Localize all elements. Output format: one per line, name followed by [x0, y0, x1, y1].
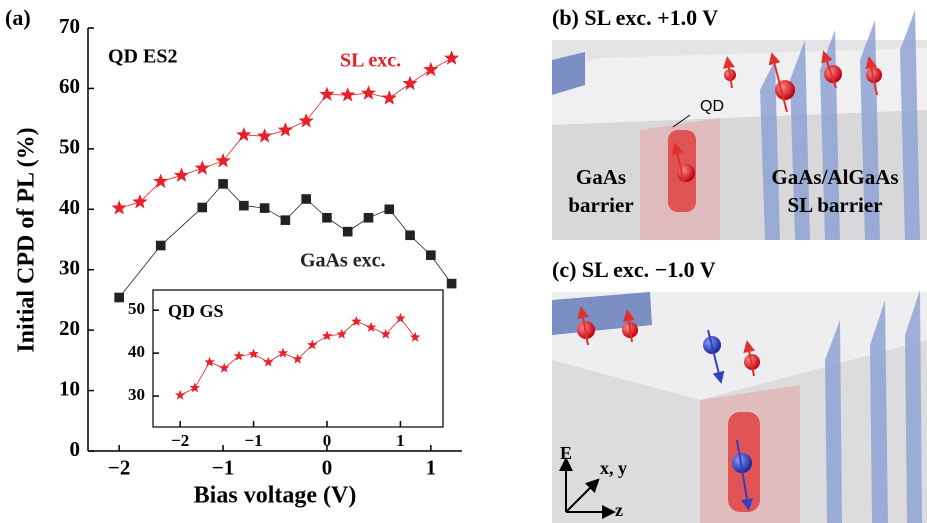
y-tick-label: 70 — [59, 14, 80, 38]
marker — [218, 179, 228, 189]
marker — [340, 87, 355, 101]
y-tick-label: 40 — [128, 342, 145, 361]
marker — [322, 213, 332, 223]
marker — [112, 200, 127, 214]
marker — [343, 227, 353, 237]
y-tick-label: 50 — [128, 299, 145, 318]
series-label: GaAs exc. — [300, 250, 386, 272]
x-tick-label: 1 — [396, 431, 405, 450]
axis-e: E — [560, 443, 572, 463]
marker — [281, 215, 291, 225]
x-tick-label: −1 — [244, 431, 262, 450]
y-tick-label: 10 — [59, 376, 80, 400]
figure: QD GaAs barrier GaAs/AlGaAs SL barrier (… — [0, 0, 927, 523]
y-tick-label: 30 — [59, 256, 80, 280]
y-tick-label: 40 — [59, 195, 80, 219]
panel-c: E x, y z (c) SL exc. −1.0 V — [552, 257, 927, 523]
x-tick-label: 0 — [323, 431, 332, 450]
marker — [174, 167, 189, 182]
panel-label: (a) — [5, 5, 31, 30]
axis-xy: x, y — [600, 458, 627, 478]
marker — [405, 230, 415, 240]
barrier-label: SL barrier — [787, 193, 882, 217]
marker — [257, 128, 272, 142]
y-tick-label: 60 — [59, 74, 80, 98]
x-tick-label: −2 — [171, 431, 189, 450]
marker — [197, 203, 207, 213]
chart: 30 40 50 −2 −1 0 1 QD GS — [128, 290, 443, 450]
x-tick-label: −2 — [108, 456, 130, 480]
x-tick-label: 0 — [322, 456, 333, 480]
marker — [402, 76, 417, 91]
marker — [423, 62, 438, 76]
marker — [239, 201, 249, 211]
y-axis-label: Initial CPD of PL (%) — [14, 127, 40, 352]
marker — [426, 250, 436, 260]
panel-b: QD GaAs barrier GaAs/AlGaAs SL barrier (… — [552, 5, 927, 240]
panel-title: (c) SL exc. −1.0 V — [552, 257, 716, 282]
marker — [260, 203, 270, 213]
series-label: SL exc. — [340, 50, 401, 72]
marker — [301, 194, 311, 204]
marker — [215, 153, 230, 168]
marker — [319, 87, 334, 101]
y-tick-label: 0 — [70, 437, 81, 461]
panel-title: (b) SL exc. +1.0 V — [552, 5, 718, 30]
marker — [299, 113, 314, 127]
x-tick-label: −1 — [212, 456, 234, 480]
series-line — [119, 184, 451, 298]
x-axis-label: Bias voltage (V) — [194, 483, 357, 509]
annotation: QD ES2 — [108, 46, 177, 68]
marker — [153, 174, 168, 189]
marker — [444, 50, 459, 64]
x-tick-label: 1 — [426, 456, 437, 480]
marker — [236, 127, 251, 141]
y-tick-label: 30 — [128, 385, 145, 404]
marker — [382, 90, 397, 105]
barrier-label: GaAs — [576, 165, 626, 189]
y-tick-label: 50 — [59, 135, 80, 159]
marker — [195, 160, 210, 175]
marker — [156, 241, 166, 251]
qd-label: QD — [700, 98, 724, 115]
marker — [384, 204, 394, 214]
marker — [278, 122, 293, 137]
barrier-label: GaAs/AlGaAs — [771, 165, 898, 189]
barrier-label: barrier — [568, 193, 633, 217]
y-tick-label: 20 — [59, 316, 80, 340]
marker — [361, 85, 376, 99]
axis-z: z — [615, 500, 623, 520]
marker — [447, 279, 457, 289]
annotation: QD GS — [168, 301, 224, 321]
marker — [114, 293, 124, 303]
marker — [364, 213, 374, 223]
